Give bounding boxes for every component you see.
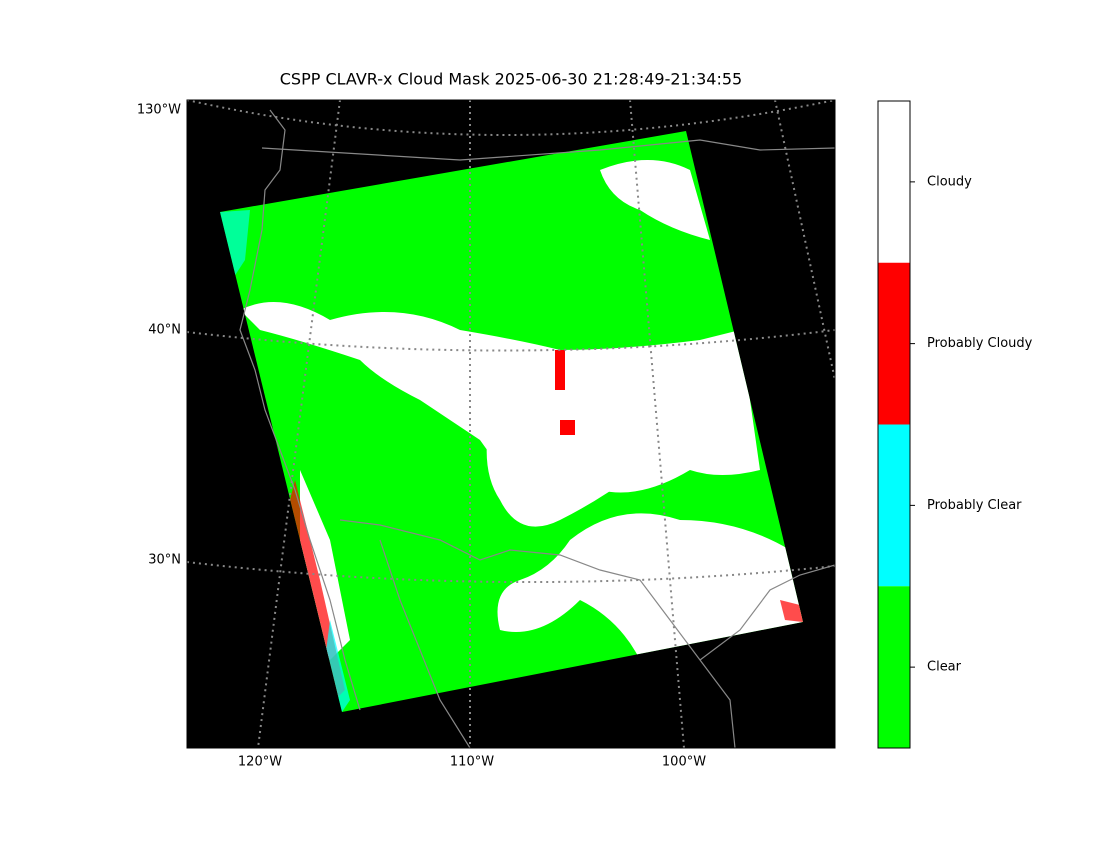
lat-label: 130°W: [137, 103, 181, 118]
colorbar-segment: [878, 101, 910, 263]
colorbar-segment: [878, 424, 910, 587]
swath: [220, 131, 803, 712]
map-frame: [186, 99, 836, 749]
lat-label: 30°N: [148, 553, 181, 568]
lon-label: 110°W: [450, 755, 494, 770]
lon-label: 120°W: [238, 755, 282, 770]
colorbar-segment: [878, 262, 910, 425]
lon-label: 100°W: [662, 755, 706, 770]
colorbar-label: Probably Clear: [927, 498, 1022, 513]
colorbar-segment: [878, 586, 910, 748]
title: CSPP CLAVR-x Cloud Mask 2025-06-30 21:28…: [280, 70, 742, 89]
colorbar: Cloudy Probably Cloudy Probably Clear Clear: [877, 100, 1033, 749]
colorbar-frame: [877, 100, 911, 749]
colorbar-label: Cloudy: [927, 174, 972, 189]
map: [187, 100, 835, 748]
colorbar-label: Probably Cloudy: [927, 336, 1033, 351]
lat-label: 40°N: [148, 323, 181, 338]
colorbar-label: Clear: [927, 660, 962, 675]
